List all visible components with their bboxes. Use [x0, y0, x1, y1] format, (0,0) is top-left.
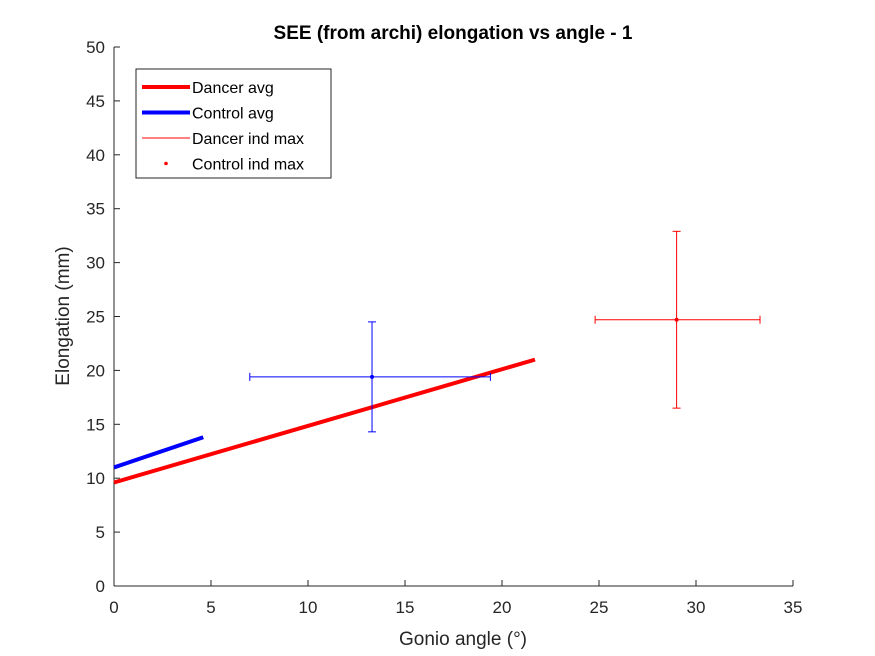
y-tick-label: 5 — [96, 523, 105, 542]
legend-label-control-avg: Control avg — [192, 106, 274, 123]
x-tick-label: 15 — [396, 598, 415, 617]
legend: Dancer avg Control avg Dancer ind max Contr… — [135, 68, 332, 179]
chart-title: SEE (from archi) elongation vs angle - 1 — [274, 23, 633, 44]
y-tick-label: 30 — [86, 254, 105, 273]
x-tick-label: 35 — [784, 598, 803, 617]
legend-swatch-control-ind-max — [164, 161, 168, 166]
x-tick-label: 30 — [687, 598, 706, 617]
control-ind-max-point — [370, 374, 375, 379]
y-tick-label: 50 — [86, 38, 105, 57]
x-axis-label: Gonio angle (°) — [399, 629, 527, 650]
y-tick-label: 15 — [86, 415, 105, 434]
legend-label-dancer-ind-max: Dancer ind max — [192, 131, 304, 148]
x-tick-label: 0 — [109, 598, 118, 617]
legend-label-dancer-avg: Dancer avg — [192, 80, 274, 97]
dancer-ind-max-point — [674, 317, 679, 322]
plot-area: 0 5 10 15 20 25 30 35 0 5 10 15 20 25 30 35 40 45 50 — [86, 38, 802, 617]
x-tick-label: 10 — [299, 598, 318, 617]
y-tick-label: 25 — [86, 308, 105, 327]
x-tick-label: 20 — [493, 598, 512, 617]
x-tick-label: 5 — [206, 598, 215, 617]
y-tick-label: 0 — [96, 577, 105, 596]
y-tick-label: 20 — [86, 361, 105, 380]
dancer-avg-line — [113, 357, 536, 485]
x-tick-label: 25 — [590, 598, 609, 617]
y-axis-label: Elongation (mm) — [53, 246, 74, 385]
y-tick-label: 40 — [86, 146, 105, 165]
y-tick-label: 45 — [86, 92, 105, 111]
control-avg-line — [113, 435, 204, 470]
y-tick-label: 10 — [86, 469, 105, 488]
y-tick-label: 35 — [86, 200, 105, 219]
legend-label-control-ind-max: Control ind max — [192, 157, 304, 174]
